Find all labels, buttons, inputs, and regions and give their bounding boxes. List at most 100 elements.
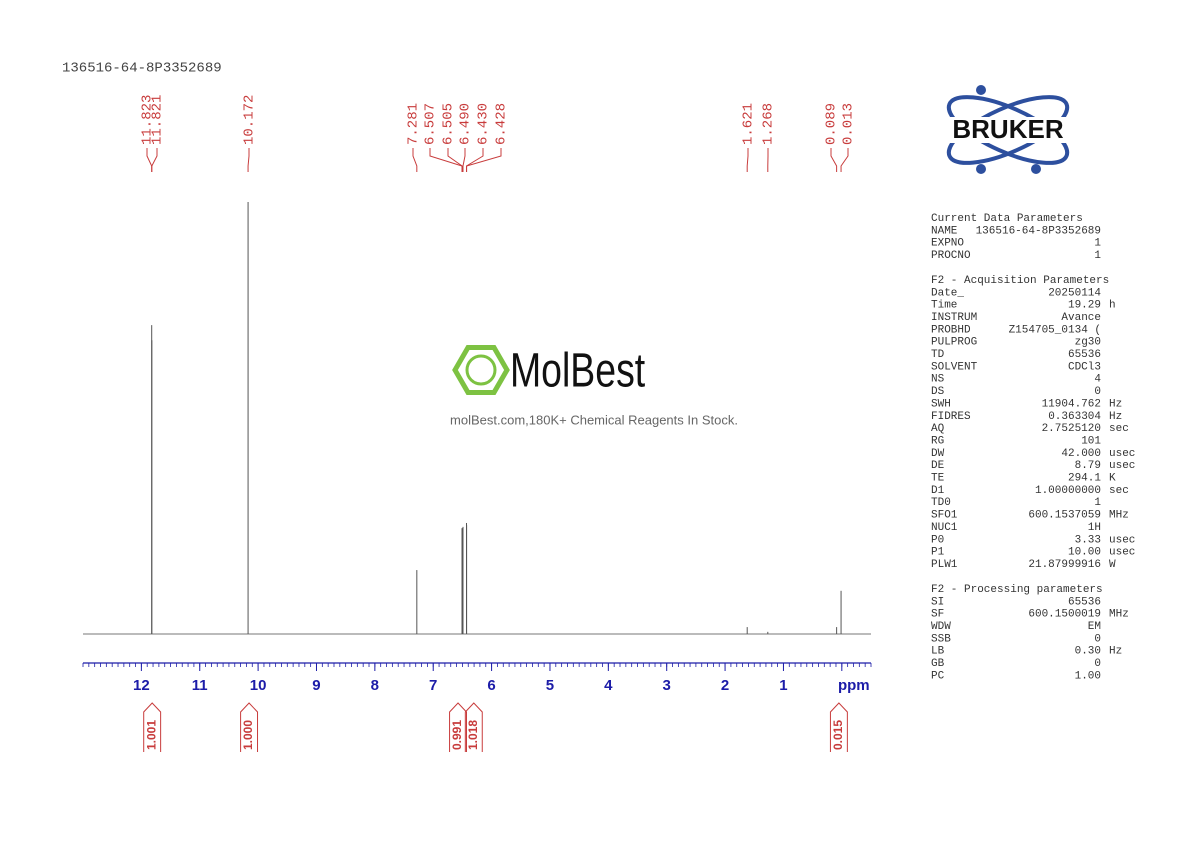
- parameter-name: PROCNO: [931, 250, 971, 262]
- parameter-name: Time: [931, 300, 957, 312]
- parameter-unit: h: [1109, 300, 1116, 312]
- parameter-name: SFO1: [931, 510, 958, 522]
- bruker-logo: BRUKER: [924, 85, 1092, 174]
- peak-pick-label: 0.013: [841, 103, 857, 145]
- parameter-unit: sec: [1109, 423, 1129, 435]
- parameter-name: FIDRES: [931, 411, 971, 423]
- parameter-value: 0: [1094, 633, 1101, 645]
- logo-text: BRUKER: [952, 114, 1063, 144]
- peak-pick-connector: [412, 148, 418, 172]
- parameter-section-title: F2 - Processing parameters: [931, 584, 1103, 596]
- parameter-unit: Hz: [1109, 398, 1122, 410]
- peak-pick-connector: [466, 148, 502, 172]
- x-tick-label: 8: [371, 677, 379, 694]
- parameter-name: PLW1: [931, 559, 958, 571]
- peak-pick-label: 6.507: [423, 103, 439, 145]
- parameter-value: zg30: [1075, 337, 1101, 349]
- logo-dot: [1031, 164, 1041, 174]
- parameter-name: GB: [931, 658, 945, 670]
- peak-pick-label: 10.172: [242, 95, 258, 145]
- x-tick-label: 9: [312, 677, 320, 694]
- peak-pick-label: 11.823: [140, 95, 156, 145]
- parameter-name: PULPROG: [931, 337, 977, 349]
- watermark-ring: [465, 354, 497, 386]
- parameter-value: 4: [1094, 374, 1101, 386]
- parameter-value: 1: [1094, 238, 1101, 250]
- peak-pick-connector: [830, 148, 838, 172]
- parameter-value: EM: [1088, 621, 1101, 633]
- parameter-value: 20250114: [1048, 287, 1101, 299]
- peak-pick-label: 6.428: [494, 103, 510, 145]
- parameter-value: 600.1500019: [1028, 609, 1101, 621]
- peak-pick-connector: [746, 148, 749, 172]
- parameter-value: 3.33: [1075, 534, 1101, 546]
- logo-dot: [976, 164, 986, 174]
- parameter-name: SI: [931, 596, 944, 608]
- parameter-value: 8.79: [1075, 460, 1101, 472]
- parameter-name: TE: [931, 473, 945, 485]
- integral-label: 0.991: [450, 720, 464, 750]
- parameter-value: 0.30: [1075, 646, 1101, 658]
- parameter-value: 11904.762: [1042, 398, 1101, 410]
- x-tick-label: 10: [250, 677, 267, 694]
- integral-label: 1.000: [241, 720, 255, 750]
- sample-title: 136516-64-8P3352689: [62, 61, 222, 77]
- x-tick-label: 7: [429, 677, 437, 694]
- parameter-name: P0: [931, 534, 944, 546]
- parameter-name: SWH: [931, 398, 951, 410]
- parameter-name: DS: [931, 386, 945, 398]
- parameter-unit: K: [1109, 473, 1116, 485]
- parameter-name: INSTRUM: [931, 312, 977, 324]
- parameter-name: NS: [931, 374, 945, 386]
- parameter-value: 10.00: [1068, 547, 1101, 559]
- parameter-value: 0.363304: [1048, 411, 1101, 423]
- parameter-name: AQ: [931, 423, 945, 435]
- parameter-value: 65536: [1068, 349, 1101, 361]
- x-tick-label: 12: [133, 677, 150, 694]
- parameter-value: 0: [1094, 386, 1101, 398]
- parameter-section-title: Current Data Parameters: [931, 213, 1083, 225]
- parameter-name: TD0: [931, 497, 951, 509]
- parameter-name: WDW: [931, 621, 951, 633]
- parameter-name: SF: [931, 609, 944, 621]
- peak-pick-label: 6.505: [441, 103, 457, 145]
- parameter-unit: Hz: [1109, 411, 1122, 423]
- peak-pick-label: 6.430: [476, 103, 492, 145]
- parameter-value: 600.1537059: [1028, 510, 1101, 522]
- watermark: MolBest molBest.com,180K+ Chemical Reage…: [450, 344, 738, 427]
- integral-bracket: [464, 702, 483, 752]
- x-tick-label: 6: [487, 677, 495, 694]
- integral-label: 1.001: [144, 720, 158, 750]
- peak-pick-label: 11.821: [150, 95, 166, 145]
- parameter-name: NAME: [931, 225, 958, 237]
- logo-dot: [976, 85, 986, 95]
- parameter-unit: usec: [1109, 460, 1135, 472]
- x-tick-label: 11: [192, 677, 208, 694]
- parameter-value: Avance: [1061, 312, 1101, 324]
- parameter-name: TD: [931, 349, 945, 361]
- x-tick-label: 5: [546, 677, 554, 694]
- parameter-value: 1.00000000: [1035, 485, 1101, 497]
- x-tick-label: 4: [604, 677, 613, 694]
- parameter-unit: usec: [1109, 448, 1135, 460]
- integral-label: 0.015: [831, 720, 845, 750]
- watermark-brand: MolBest: [510, 344, 645, 398]
- parameter-name: SSB: [931, 633, 951, 645]
- peak-pick-label: 1.268: [761, 103, 777, 145]
- watermark-tagline: molBest.com,180K+ Chemical Reagents In S…: [450, 412, 738, 427]
- parameter-value: 1: [1094, 250, 1101, 262]
- peak-pick-connector: [247, 148, 250, 172]
- parameter-unit: sec: [1109, 485, 1129, 497]
- parameter-value: 65536: [1068, 596, 1101, 608]
- peak-pick-connector: [151, 148, 158, 172]
- parameter-value: 2.7525120: [1042, 423, 1101, 435]
- parameter-name: Date_: [931, 287, 964, 299]
- logo-text-bg: [924, 117, 1092, 143]
- parameter-name: DW: [931, 448, 945, 460]
- x-tick-label: 2: [721, 677, 729, 694]
- peak-pick-connector: [840, 148, 849, 172]
- parameter-unit: Hz: [1109, 646, 1122, 658]
- parameter-value: 294.1: [1068, 473, 1101, 485]
- parameter-value: 101: [1081, 435, 1101, 447]
- parameter-section-title: F2 - Acquisition Parameters: [931, 275, 1109, 287]
